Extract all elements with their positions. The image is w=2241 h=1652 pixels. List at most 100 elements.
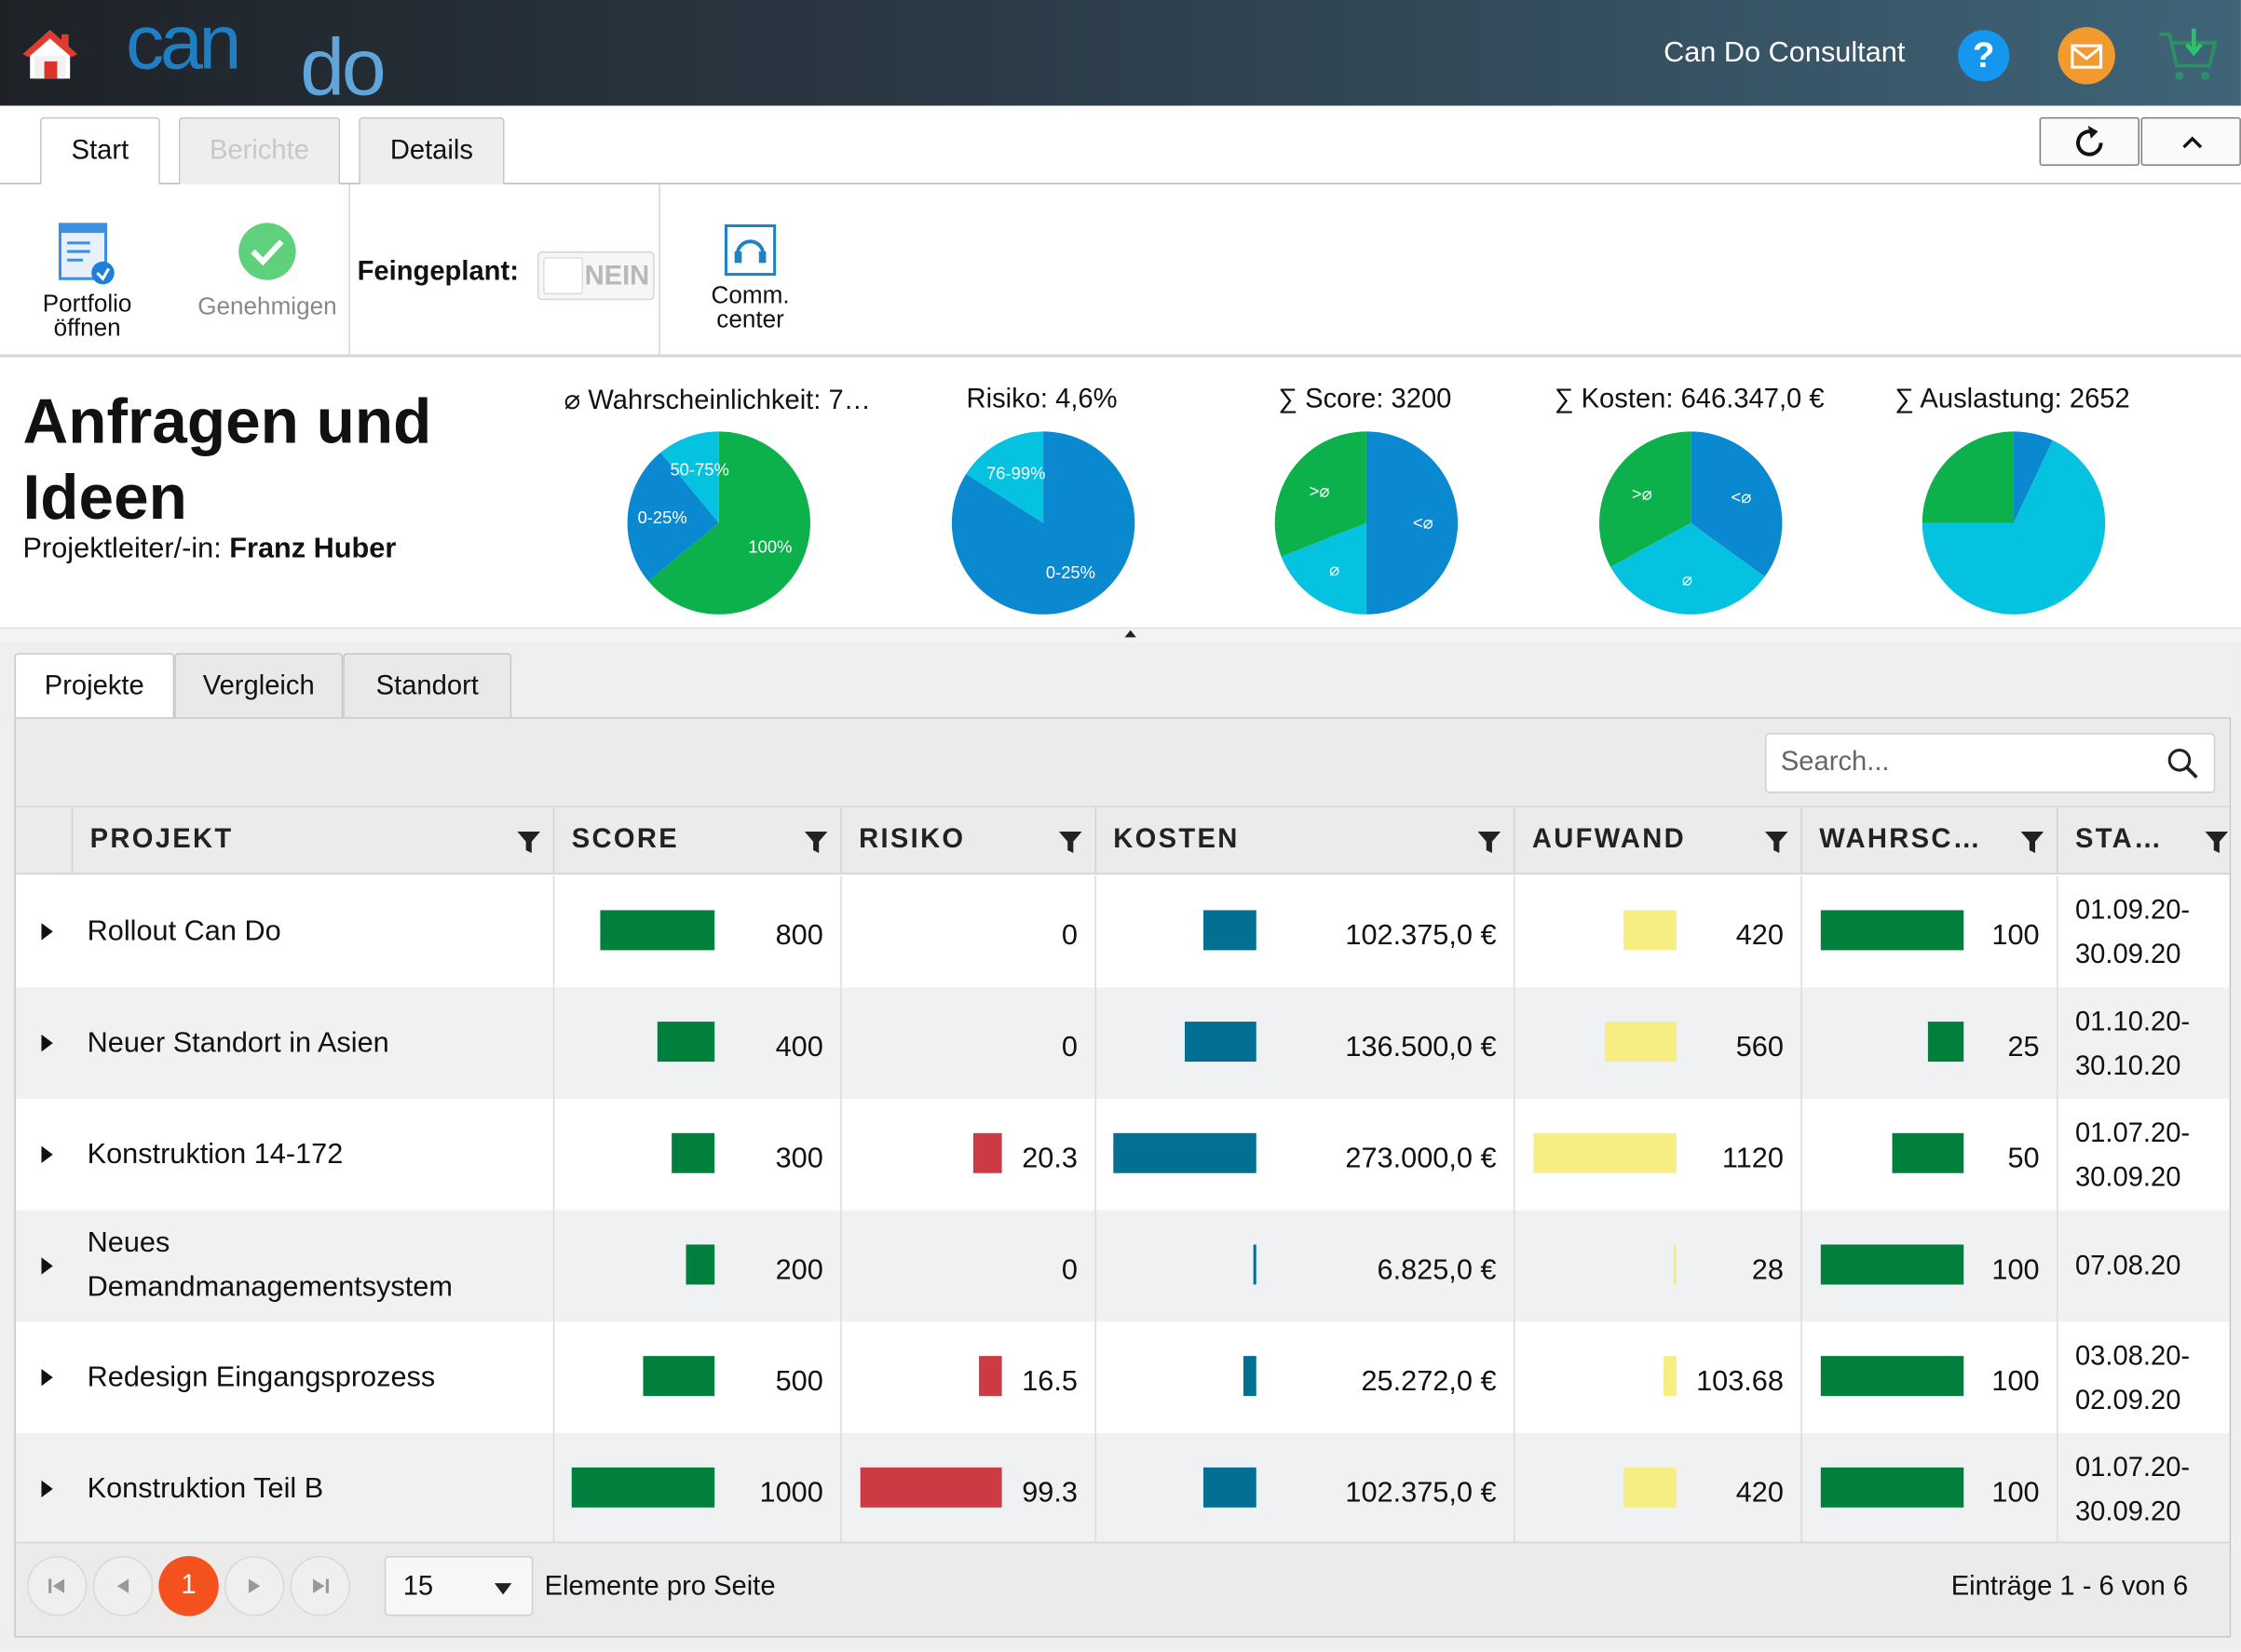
- svg-text:do: do: [300, 22, 384, 97]
- cart-icon[interactable]: [2155, 23, 2224, 87]
- pie-slice[interactable]: [1691, 431, 1783, 577]
- pie-slice[interactable]: [660, 431, 719, 523]
- project-name[interactable]: Neues Demandmanagementsystem: [87, 1227, 453, 1304]
- filter-icon[interactable]: [803, 829, 829, 855]
- cell-projekt[interactable]: Neuer Standort in Asien: [16, 987, 553, 1099]
- pie-slice[interactable]: [1598, 431, 1691, 567]
- pie-slice[interactable]: [966, 431, 1044, 523]
- filter-icon[interactable]: [2019, 829, 2045, 855]
- project-name[interactable]: Redesign Eingangsprozess: [87, 1361, 436, 1394]
- splitter-arrow-icon[interactable]: [1124, 630, 1136, 638]
- last-page-button[interactable]: [290, 1555, 350, 1617]
- table-row[interactable]: Konstruktion 14-172 300 20.3 273.000,0 € 112…: [16, 1098, 2230, 1211]
- pie-slice[interactable]: [951, 431, 1135, 615]
- project-name[interactable]: Neuer Standort in Asien: [87, 1027, 389, 1059]
- pie-slice[interactable]: [648, 431, 811, 615]
- pie-slice[interactable]: [1922, 440, 2106, 615]
- table-row[interactable]: Neuer Standort in Asien 400 0 136.500,0 € 56…: [15, 987, 2230, 1099]
- pie-slice[interactable]: [1610, 522, 1765, 615]
- date-range: 07.08.20: [2075, 1244, 2180, 1289]
- column-header-projekt[interactable]: PROJEKT: [71, 806, 553, 875]
- column-header-risiko[interactable]: RISIKO: [840, 806, 1094, 875]
- user-name[interactable]: Can Do Consultant: [1664, 36, 1906, 69]
- search-icon[interactable]: [2166, 747, 2198, 779]
- tab-projekte[interactable]: Projekte: [14, 653, 175, 721]
- tab-vergleich[interactable]: Vergleich: [174, 653, 344, 719]
- expand-arrow-icon[interactable]: [41, 1368, 53, 1387]
- toggle-knob: [543, 257, 584, 295]
- project-name[interactable]: Konstruktion Teil B: [87, 1472, 324, 1505]
- cell-projekt[interactable]: Konstruktion 14-172: [16, 1099, 553, 1211]
- pie-slice[interactable]: [627, 452, 719, 582]
- kpi-utilization: ∑ Auslastung: 2652: [1895, 384, 2130, 414]
- date-range: 01.07.20- 30.09.20: [2075, 1446, 2190, 1535]
- tab-details[interactable]: Details: [359, 116, 505, 184]
- search-box[interactable]: [1764, 733, 2216, 793]
- cando-logo[interactable]: can do: [126, 6, 463, 97]
- column-header-kosten[interactable]: KOSTEN: [1094, 806, 1514, 875]
- pie-chart-score[interactable]: <⌀ ⌀ >⌀: [1273, 430, 1459, 616]
- pie-chart-cost[interactable]: <⌀ ⌀ >⌀: [1597, 430, 1783, 616]
- pie-chart-utilization[interactable]: [1921, 430, 2106, 616]
- column-title: STA…: [2074, 824, 2164, 855]
- expand-arrow-icon[interactable]: [41, 1257, 53, 1275]
- expand-arrow-icon[interactable]: [41, 1480, 53, 1498]
- risk-value: 0: [1061, 1031, 1078, 1063]
- tab-standort[interactable]: Standort: [343, 653, 512, 719]
- filter-icon[interactable]: [516, 829, 542, 855]
- filter-icon[interactable]: [1057, 829, 1083, 855]
- expand-arrow-icon[interactable]: [41, 1034, 53, 1052]
- prev-page-button[interactable]: [92, 1555, 154, 1617]
- help-icon[interactable]: ?: [1958, 30, 2010, 82]
- cell-cost: 102.375,0 €: [1094, 1433, 1514, 1545]
- column-header-score[interactable]: SCORE: [552, 806, 840, 875]
- column-header-status[interactable]: STA…: [2057, 806, 2230, 875]
- score-bar: [643, 1356, 715, 1397]
- cell-projekt[interactable]: Rollout Can Do: [16, 876, 553, 988]
- cost-bar: [1185, 1022, 1256, 1063]
- current-page[interactable]: 1: [158, 1555, 219, 1617]
- pie-slice-label: 100%: [748, 537, 792, 557]
- cell-projekt[interactable]: Redesign Eingangsprozess: [16, 1321, 553, 1433]
- project-name[interactable]: Rollout Can Do: [87, 915, 281, 948]
- table-row[interactable]: Rollout Can Do 800 0 102.375,0 € 420 100 01.09…: [16, 875, 2230, 988]
- page-size-select[interactable]: 15: [384, 1555, 534, 1617]
- collapse-ribbon-button[interactable]: [2140, 116, 2241, 166]
- pie-slice[interactable]: [1365, 431, 1459, 615]
- filter-icon[interactable]: [2204, 829, 2230, 855]
- date-end: 30.09.20: [2074, 1497, 2181, 1528]
- kpi-cost: ∑ Kosten: 646.347,0 €: [1554, 384, 1825, 414]
- filter-icon[interactable]: [1476, 829, 1502, 855]
- search-input[interactable]: [1780, 742, 2153, 783]
- refresh-button[interactable]: [2039, 116, 2139, 166]
- table-row[interactable]: Redesign Eingangsprozess 500 16.5 25.272,0 …: [16, 1321, 2230, 1434]
- panel-splitter[interactable]: [0, 627, 2241, 642]
- feingeplant-toggle[interactable]: NEIN: [536, 251, 655, 301]
- cell-projekt[interactable]: Neues Demandmanagementsystem: [16, 1211, 553, 1322]
- pie-slice[interactable]: [1922, 431, 2014, 523]
- pie-chart-risk[interactable]: 0-25% 76-99%: [950, 430, 1135, 616]
- filter-icon[interactable]: [1763, 829, 1789, 855]
- expand-arrow-icon[interactable]: [41, 1145, 53, 1164]
- first-page-button[interactable]: [27, 1555, 88, 1617]
- table-row[interactable]: Konstruktion Teil B 1000 99.3 102.375,0 € 42…: [15, 1433, 2230, 1545]
- cell-prob: 100: [1800, 875, 2057, 988]
- column-header-aufwand[interactable]: AUFWAND: [1513, 806, 1800, 875]
- table-row[interactable]: Neues Demandmanagementsystem 200 0 6.825,0 …: [15, 1210, 2230, 1322]
- comm-center-button[interactable]: Comm. center: [698, 222, 804, 332]
- portfolio-open-button[interactable]: Portfolio öffnen: [29, 222, 146, 340]
- pie-slice[interactable]: [1281, 522, 1366, 615]
- cell-projekt[interactable]: Konstruktion Teil B: [16, 1433, 553, 1545]
- next-page-button[interactable]: [224, 1555, 285, 1617]
- home-icon[interactable]: [20, 26, 79, 83]
- expand-arrow-icon[interactable]: [41, 923, 53, 941]
- tab-start[interactable]: Start: [39, 116, 160, 186]
- mail-icon[interactable]: [2058, 27, 2115, 85]
- column-header-wahrscheinlichkeit[interactable]: WAHRSC…: [1800, 806, 2057, 875]
- prob-bar: [1820, 1467, 1964, 1508]
- pie-slice[interactable]: [1274, 431, 1366, 557]
- pie-chart-probability[interactable]: 100% 0-25% 50-75%: [626, 430, 811, 616]
- pie-slice[interactable]: [2013, 431, 2053, 523]
- last-page-icon: [313, 1578, 329, 1593]
- project-name[interactable]: Konstruktion 14-172: [87, 1138, 344, 1171]
